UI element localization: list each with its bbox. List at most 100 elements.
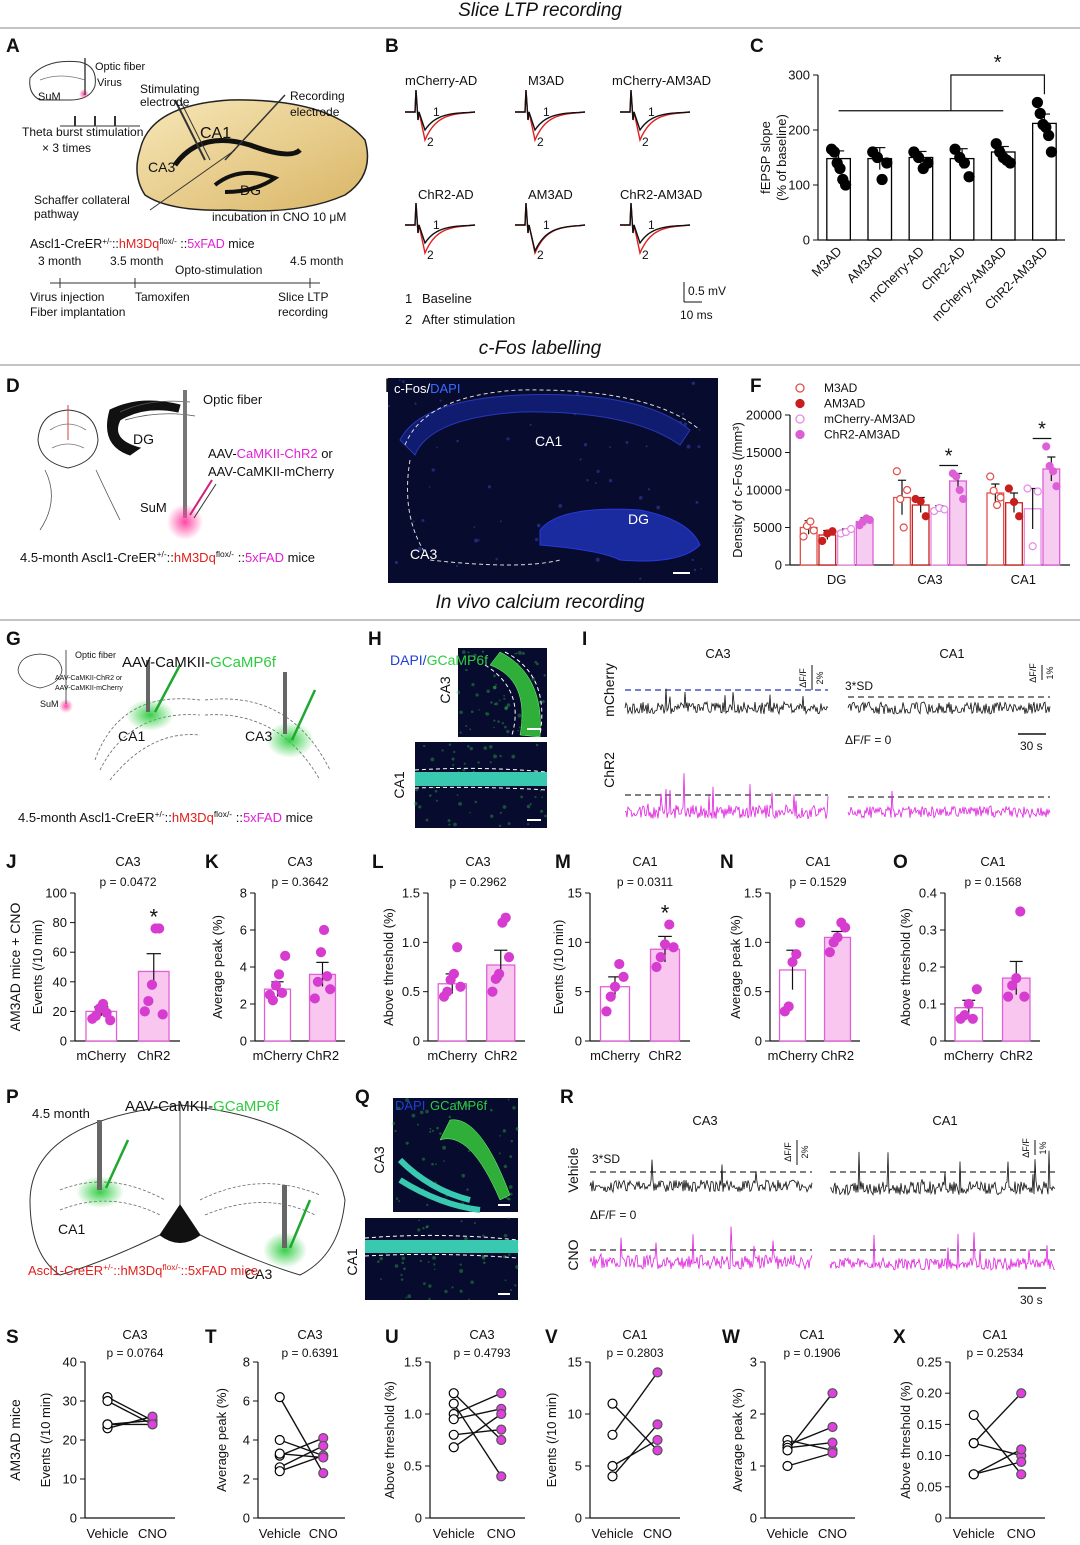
data-point: [986, 472, 995, 481]
micrograph-speck: [535, 743, 539, 747]
epsp-trace: [405, 89, 476, 132]
epsp-trace: [620, 202, 691, 245]
y-tick-label: 4: [240, 960, 247, 975]
annotation: *: [149, 905, 158, 930]
micrograph-speck: [520, 795, 524, 799]
data-point: [827, 1447, 838, 1459]
chart-subtitle: p = 0.3642: [271, 875, 328, 889]
data-point: [824, 947, 835, 958]
brain-icon: [29, 60, 96, 101]
micrograph-speck: [462, 768, 466, 772]
y-axis-label: Average peak (%): [214, 1388, 229, 1492]
gcamp-glow: [263, 1232, 307, 1268]
data-point: [274, 1448, 285, 1459]
micrograph-speck: [452, 763, 455, 767]
outline: [484, 651, 543, 736]
micrograph-speck: [483, 1261, 486, 1265]
cell-layer: [399, 393, 691, 456]
label: 1%: [1038, 1141, 1048, 1154]
paired-line: [453, 1413, 502, 1448]
label-part: ::: [165, 810, 172, 825]
y-tick-label: 2: [750, 1407, 757, 1422]
micrograph-speck: [508, 1185, 513, 1189]
micrograph-speck: [469, 746, 473, 751]
optic-fiber: [283, 672, 287, 734]
paired-line: [787, 1452, 833, 1467]
label: 1: [543, 105, 550, 119]
x-tick-label: mCherry: [427, 1048, 477, 1063]
data-point: [1031, 96, 1043, 109]
label: AM3AD: [528, 187, 573, 202]
micrograph-speck: [656, 505, 661, 510]
label: 1: [405, 291, 412, 306]
data-point: [1004, 157, 1016, 169]
micrograph-speck: [417, 1228, 421, 1232]
label: DG: [240, 182, 261, 198]
data-point: [651, 961, 662, 973]
micrograph-speck: [691, 381, 696, 386]
label: AAV-CaMKII-mCherry: [55, 685, 123, 692]
data-point: [97, 998, 109, 1010]
micrograph-speck: [515, 652, 518, 655]
panel-letter: F: [750, 376, 762, 397]
label: AAV-CaMKII-mCherry: [208, 464, 335, 479]
data-point: [1048, 467, 1058, 476]
micrograph-speck: [436, 446, 438, 449]
micrograph-speck: [448, 823, 451, 826]
data-point: [989, 486, 998, 495]
micrograph-speck: [490, 814, 494, 818]
micrograph-speck: [495, 702, 499, 706]
label: incubation in CNO 10 μM: [212, 210, 346, 224]
label-part: CaMKII-ChR2: [237, 446, 318, 461]
gcamp-glow: [76, 1176, 124, 1208]
micrograph-speck: [493, 754, 497, 759]
chart-title: CA1: [805, 854, 830, 869]
label: CA1: [939, 646, 964, 661]
micrograph-speck: [431, 1162, 434, 1166]
x-tick-label: ChR2: [306, 1048, 339, 1063]
label-part: flox/-: [162, 1262, 180, 1272]
paired-line: [279, 1396, 324, 1474]
micrograph-speck: [434, 1163, 437, 1166]
panel-letter: T: [205, 1327, 217, 1348]
micrograph-speck: [401, 1261, 405, 1265]
data-point: [442, 986, 453, 997]
injection: [288, 1199, 312, 1249]
paired-line: [453, 1403, 502, 1477]
label-part: flox/-: [159, 237, 177, 246]
data-point: [828, 527, 837, 536]
micrograph-speck: [439, 1132, 442, 1135]
electrode: [179, 99, 211, 161]
label-part: hM3Dq: [119, 237, 159, 251]
genotype: 4.5-month Ascl1-CreER+/-::hM3Dqflox/- ::…: [18, 809, 313, 825]
x-tick-label: CNO: [818, 1526, 847, 1541]
y-axis-label: Events (/10 min): [551, 920, 566, 1015]
dentate-gyrus: [213, 170, 280, 194]
data-point: [448, 1429, 459, 1440]
y-axis-label: Density of c-Fos (/mm³): [730, 422, 745, 558]
panel-letter: K: [205, 852, 219, 873]
annotation: *: [661, 901, 670, 926]
injection: [193, 483, 217, 519]
optic-fiber: [183, 390, 187, 518]
chart-title: CA3: [122, 1327, 147, 1342]
calcium-trace: [829, 1232, 1056, 1271]
micrograph-speck: [511, 754, 516, 759]
micrograph-speck: [459, 1289, 463, 1293]
cell-layer: [439, 1119, 511, 1201]
data-point: [955, 485, 964, 495]
micrograph-speck: [504, 1279, 507, 1282]
data-point: [1009, 497, 1019, 507]
legend-label: AM3AD: [824, 397, 866, 411]
y-tick-label: 0.5: [404, 1459, 422, 1474]
micrograph-speck: [413, 520, 415, 523]
micrograph-speck: [395, 1197, 399, 1200]
label-part: flox/-: [216, 549, 234, 559]
y-axis-label: Events (/10 min): [38, 1393, 53, 1488]
label: Tamoxifen: [135, 290, 190, 304]
micrograph-speck: [467, 651, 470, 654]
data-point: [840, 179, 852, 191]
micrograph-speck: [467, 1150, 471, 1153]
x-tick-label: ChR2: [821, 1048, 854, 1063]
x-tick-label: Vehicle: [953, 1526, 995, 1541]
